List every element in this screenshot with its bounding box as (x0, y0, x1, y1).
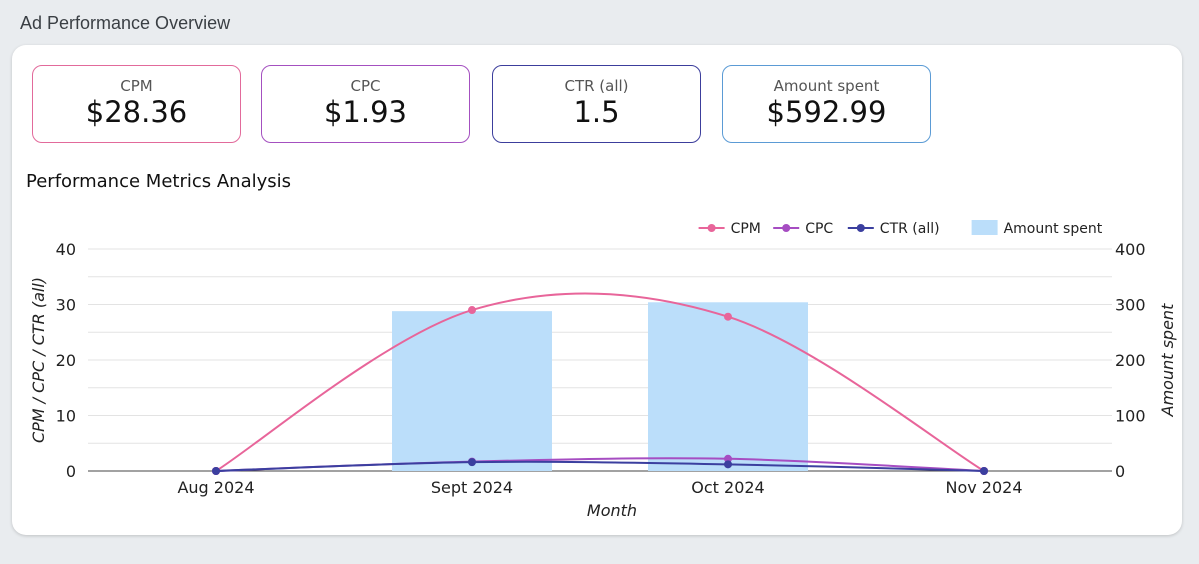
point-ctr-all (724, 460, 732, 469)
legend-marker-cpc (782, 224, 791, 232)
kpi-card-cpm[interactable]: CPM $28.36 (32, 65, 241, 143)
y-right-tick-label: 400 (1115, 240, 1146, 259)
legend-label-ctr-all: CTR (all) (880, 221, 940, 237)
line-cpc (215, 457, 985, 472)
line-cpm (215, 292, 985, 472)
point-ctr-all (468, 458, 476, 467)
kpi-card-ctr[interactable]: CTR (all) 1.5 (492, 65, 701, 143)
x-tick-label: Aug 2024 (177, 478, 254, 497)
kpi-value: $1.93 (323, 95, 408, 129)
kpi-label: CTR (all) (564, 77, 629, 95)
chart-title: Performance Metrics Analysis (26, 171, 292, 192)
dashboard-card: CPM $28.36 CPC $1.93 CTR (all) 1.5 Amoun… (12, 45, 1182, 535)
x-axis-title: Month (587, 501, 637, 520)
x-tick-label: Sept 2024 (431, 478, 513, 497)
y-right-tick-label: 300 (1115, 296, 1146, 315)
y-left-tick-label: 30 (56, 296, 76, 315)
point-cpm (724, 312, 732, 321)
legend-label-cpm: CPM (731, 221, 761, 237)
x-tick-label: Nov 2024 (945, 478, 1022, 497)
x-tick-label: Oct 2024 (691, 478, 764, 497)
y-left-tick-label: 10 (56, 407, 76, 426)
bar-amount-spent (392, 311, 552, 471)
legend-marker-cpm (707, 224, 716, 232)
page-title: Ad Performance Overview (20, 13, 231, 33)
kpi-value: 1.5 (573, 95, 620, 129)
kpi-label: Amount spent (773, 77, 880, 95)
y-left-axis-title: CPM / CPC / CTR (all) (29, 277, 48, 443)
legend-swatch-amount-spent (971, 220, 998, 235)
kpi-label: CPM (120, 77, 153, 95)
legend-marker-ctr-all (856, 224, 865, 232)
kpi-value: $28.36 (85, 95, 188, 129)
kpi-card-cpc[interactable]: CPC $1.93 (261, 65, 470, 143)
y-left-tick-label: 20 (56, 351, 76, 370)
y-right-axis-title: Amount spent (1158, 303, 1177, 417)
point-ctr-all (980, 467, 988, 475)
line-ctr-all (215, 460, 985, 472)
kpi-card-amount-spent[interactable]: Amount spent $592.99 (722, 65, 931, 143)
point-ctr-all (212, 467, 220, 475)
kpi-value: $592.99 (766, 95, 887, 129)
y-right-tick-label: 100 (1115, 407, 1146, 426)
y-left-tick-label: 0 (66, 462, 76, 481)
y-right-tick-label: 0 (1115, 462, 1125, 481)
legend-label-cpc: CPC (805, 221, 833, 237)
kpi-label: CPC (350, 77, 381, 95)
point-cpc (724, 454, 732, 463)
point-cpm (468, 306, 476, 315)
y-left-tick-label: 40 (56, 240, 76, 259)
legend-label-amount-spent: Amount spent (1004, 221, 1103, 237)
y-right-tick-label: 200 (1115, 351, 1146, 370)
bar-amount-spent (648, 302, 808, 471)
